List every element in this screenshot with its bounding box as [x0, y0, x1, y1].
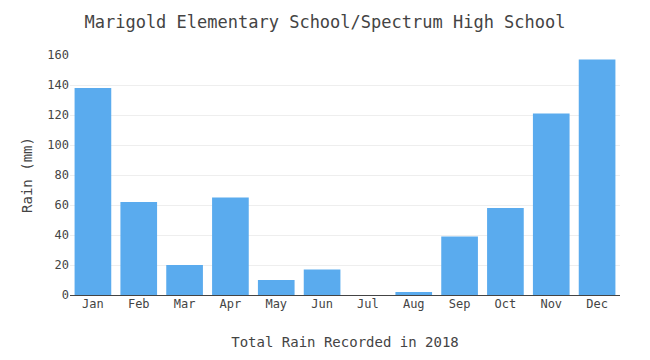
svg-text:140: 140: [47, 78, 69, 92]
svg-text:Sep: Sep: [449, 297, 471, 311]
svg-text:40: 40: [55, 228, 69, 242]
svg-text:80: 80: [55, 168, 69, 182]
svg-text:May: May: [265, 297, 287, 311]
svg-text:20: 20: [55, 258, 69, 272]
svg-text:160: 160: [47, 48, 69, 62]
svg-text:Jul: Jul: [357, 297, 379, 311]
svg-text:Rain (mm): Rain (mm): [19, 137, 35, 213]
svg-text:Marigold Elementary School/Spe: Marigold Elementary School/Spectrum High…: [84, 12, 565, 32]
svg-text:Apr: Apr: [220, 297, 242, 311]
svg-text:Aug: Aug: [403, 297, 425, 311]
svg-text:120: 120: [47, 108, 69, 122]
svg-text:100: 100: [47, 138, 69, 152]
svg-text:Dec: Dec: [586, 297, 608, 311]
svg-text:Total Rain Recorded in 2018: Total Rain Recorded in 2018: [231, 334, 459, 350]
svg-text:Oct: Oct: [495, 297, 517, 311]
svg-text:Jun: Jun: [311, 297, 333, 311]
svg-text:Nov: Nov: [540, 297, 562, 311]
svg-text:60: 60: [55, 198, 69, 212]
svg-text:Jan: Jan: [82, 297, 104, 311]
svg-text:0: 0: [62, 288, 69, 302]
svg-text:Mar: Mar: [174, 297, 196, 311]
svg-text:Feb: Feb: [128, 297, 150, 311]
